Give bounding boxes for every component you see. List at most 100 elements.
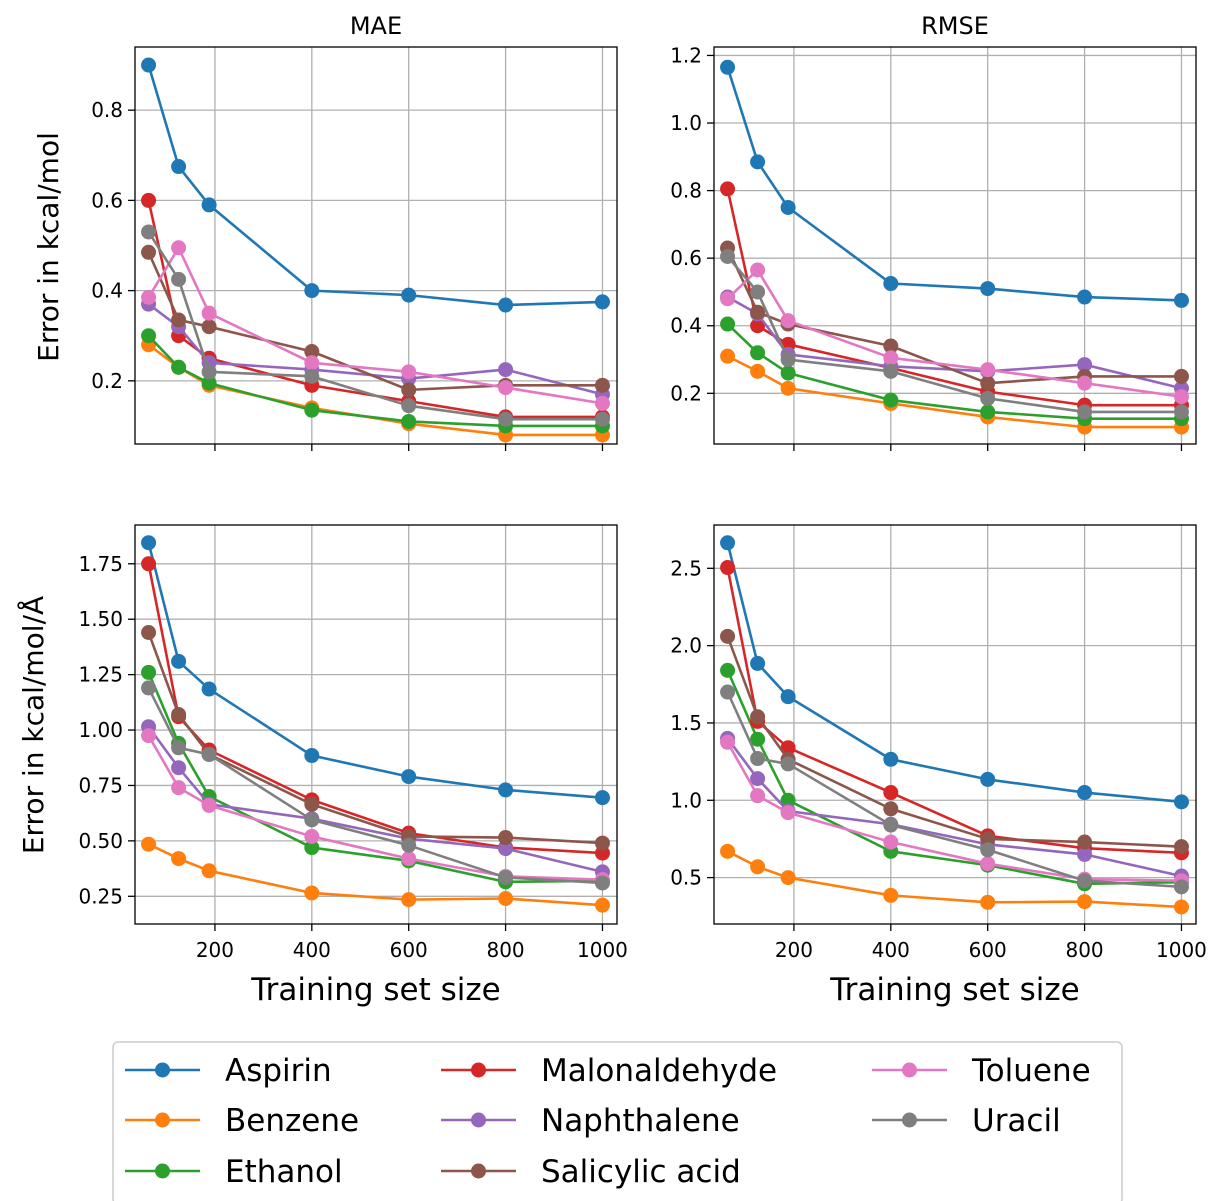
data-point (1173, 899, 1189, 915)
data-point (980, 281, 996, 297)
data-point (883, 338, 899, 354)
series-line (726, 247, 1182, 385)
series-line (147, 563, 603, 855)
data-point (750, 154, 766, 170)
y-tick-label: 1.0 (670, 788, 702, 812)
data-point (498, 297, 514, 313)
x-axis-label-right: Training set size (829, 972, 1080, 1008)
x-tick-label: 1000 (577, 938, 628, 962)
data-point (883, 363, 899, 379)
y-tick-label: 0.2 (91, 369, 123, 393)
legend-marker (471, 1163, 486, 1179)
data-point (720, 291, 736, 307)
data-point (401, 851, 417, 867)
series-uracil (720, 684, 1189, 895)
data-point (594, 790, 610, 806)
data-point (780, 313, 796, 329)
data-point (980, 362, 996, 378)
y-tick-label: 2.0 (670, 634, 702, 658)
data-point (304, 885, 320, 901)
y-tick-label: 1.5 (670, 711, 702, 735)
data-point (141, 192, 157, 208)
data-point (401, 837, 417, 853)
y-tick-label: 0.4 (670, 314, 702, 338)
series-aspirin (141, 535, 610, 806)
data-point (171, 312, 187, 328)
data-point (750, 304, 766, 320)
data-point (720, 535, 736, 551)
panel-1: 0.2 0.4 0.6 0.8 1.0 1.2 (670, 43, 1197, 451)
data-point (780, 352, 796, 368)
legend-label: Naphthalene (541, 1103, 740, 1139)
data-point (750, 771, 766, 787)
data-point (883, 276, 899, 292)
data-point (201, 319, 217, 335)
data-point (141, 556, 157, 572)
data-point (594, 377, 610, 393)
data-point (1173, 292, 1189, 308)
legend-marker (155, 1062, 170, 1078)
data-point (171, 707, 187, 723)
legend-label: Benzene (225, 1103, 359, 1139)
data-point (201, 364, 217, 380)
x-tick-label: 200 (196, 938, 234, 962)
data-point (304, 344, 320, 360)
data-point (780, 740, 796, 756)
data-point (171, 240, 187, 256)
axes-frame (713, 524, 1197, 925)
data-point (1077, 834, 1093, 850)
data-point (401, 398, 417, 414)
legend-label: Toluene (971, 1053, 1091, 1089)
data-point (1173, 368, 1189, 384)
x-tick-label: 600 (969, 938, 1007, 962)
data-point (594, 411, 610, 427)
series-line (726, 567, 1182, 855)
data-point (750, 363, 766, 379)
data-point (498, 782, 514, 798)
data-point (980, 404, 996, 420)
data-point (141, 728, 157, 744)
data-point (304, 828, 320, 844)
y-tick-label: 0.8 (670, 179, 702, 203)
data-point (1077, 846, 1093, 862)
legend-entry: Toluene (872, 1053, 1091, 1089)
data-point (141, 836, 157, 852)
data-point (883, 392, 899, 408)
axes-frame (134, 524, 618, 925)
data-point (498, 411, 514, 427)
legend-box (112, 1041, 1123, 1201)
legend-entry: Ethanol (125, 1154, 343, 1190)
data-point (498, 380, 514, 396)
data-point (141, 625, 157, 641)
series-uracil (720, 248, 1189, 420)
data-point (171, 271, 187, 287)
y-tick-label: 2.5 (670, 556, 702, 580)
data-point (201, 681, 217, 697)
data-point (1077, 375, 1093, 391)
y-tick-label: 1.25 (78, 663, 123, 687)
panel-0: 0.2 0.4 0.6 0.8 (91, 46, 618, 451)
series-malonaldehyde (141, 556, 610, 861)
legend-entry: Malonaldehyde (441, 1053, 777, 1089)
data-point (980, 856, 996, 872)
data-point (171, 760, 187, 776)
data-point (780, 792, 796, 808)
series-toluene (720, 262, 1189, 405)
data-point (1077, 873, 1093, 889)
data-point (980, 375, 996, 391)
data-point (401, 382, 417, 398)
series-line (147, 632, 603, 845)
data-point (720, 662, 736, 678)
y-tick-label: 0.8 (91, 98, 123, 122)
data-point (750, 709, 766, 725)
data-point (780, 380, 796, 396)
data-point (201, 746, 217, 762)
legend-label: Uracil (972, 1103, 1061, 1139)
y-axis-label-forces: Error in kcal/mol/Å (16, 596, 50, 854)
data-point (304, 748, 320, 764)
data-point (750, 788, 766, 804)
series-line (147, 343, 603, 437)
data-point (401, 364, 417, 380)
data-point (883, 801, 899, 817)
